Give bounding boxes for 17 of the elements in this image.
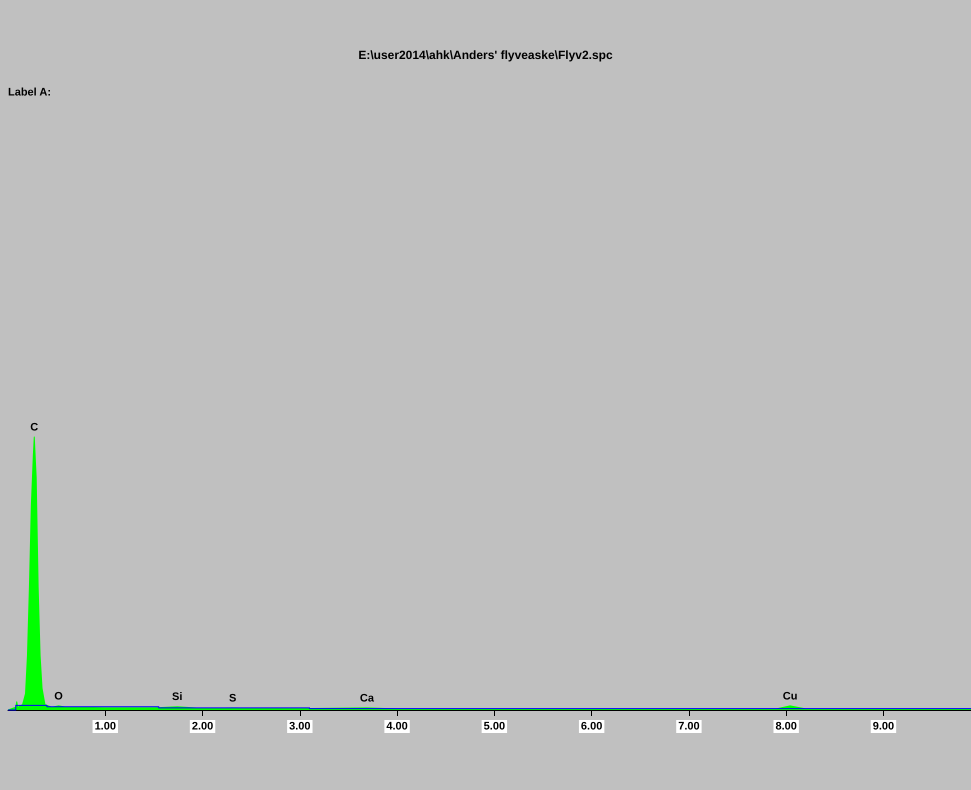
annotation: S	[229, 692, 236, 704]
x-tick-label: 9.00	[872, 720, 894, 732]
annotation: Cu	[782, 690, 798, 702]
annotation: Si	[172, 691, 182, 704]
x-tick-label: 6.00	[580, 720, 602, 732]
annotation: Ca	[360, 692, 375, 704]
x-tick-label: 1.00	[94, 720, 116, 732]
text: Label A:	[8, 86, 51, 98]
x-tick-label: 4.00	[386, 720, 408, 732]
annotation: C	[30, 422, 38, 434]
x-tick-label: 8.00	[775, 720, 797, 732]
chart-title: E:\user2014\ahk\Anders' flyveaske\Flyv2.spc	[358, 48, 613, 62]
x-tick-label: 2.00	[192, 720, 214, 732]
x-tick-label: 3.00	[289, 720, 311, 732]
annotation: O	[54, 690, 64, 702]
x-tick-label: 5.00	[484, 720, 506, 732]
x-tick-label: 7.00	[678, 720, 700, 732]
